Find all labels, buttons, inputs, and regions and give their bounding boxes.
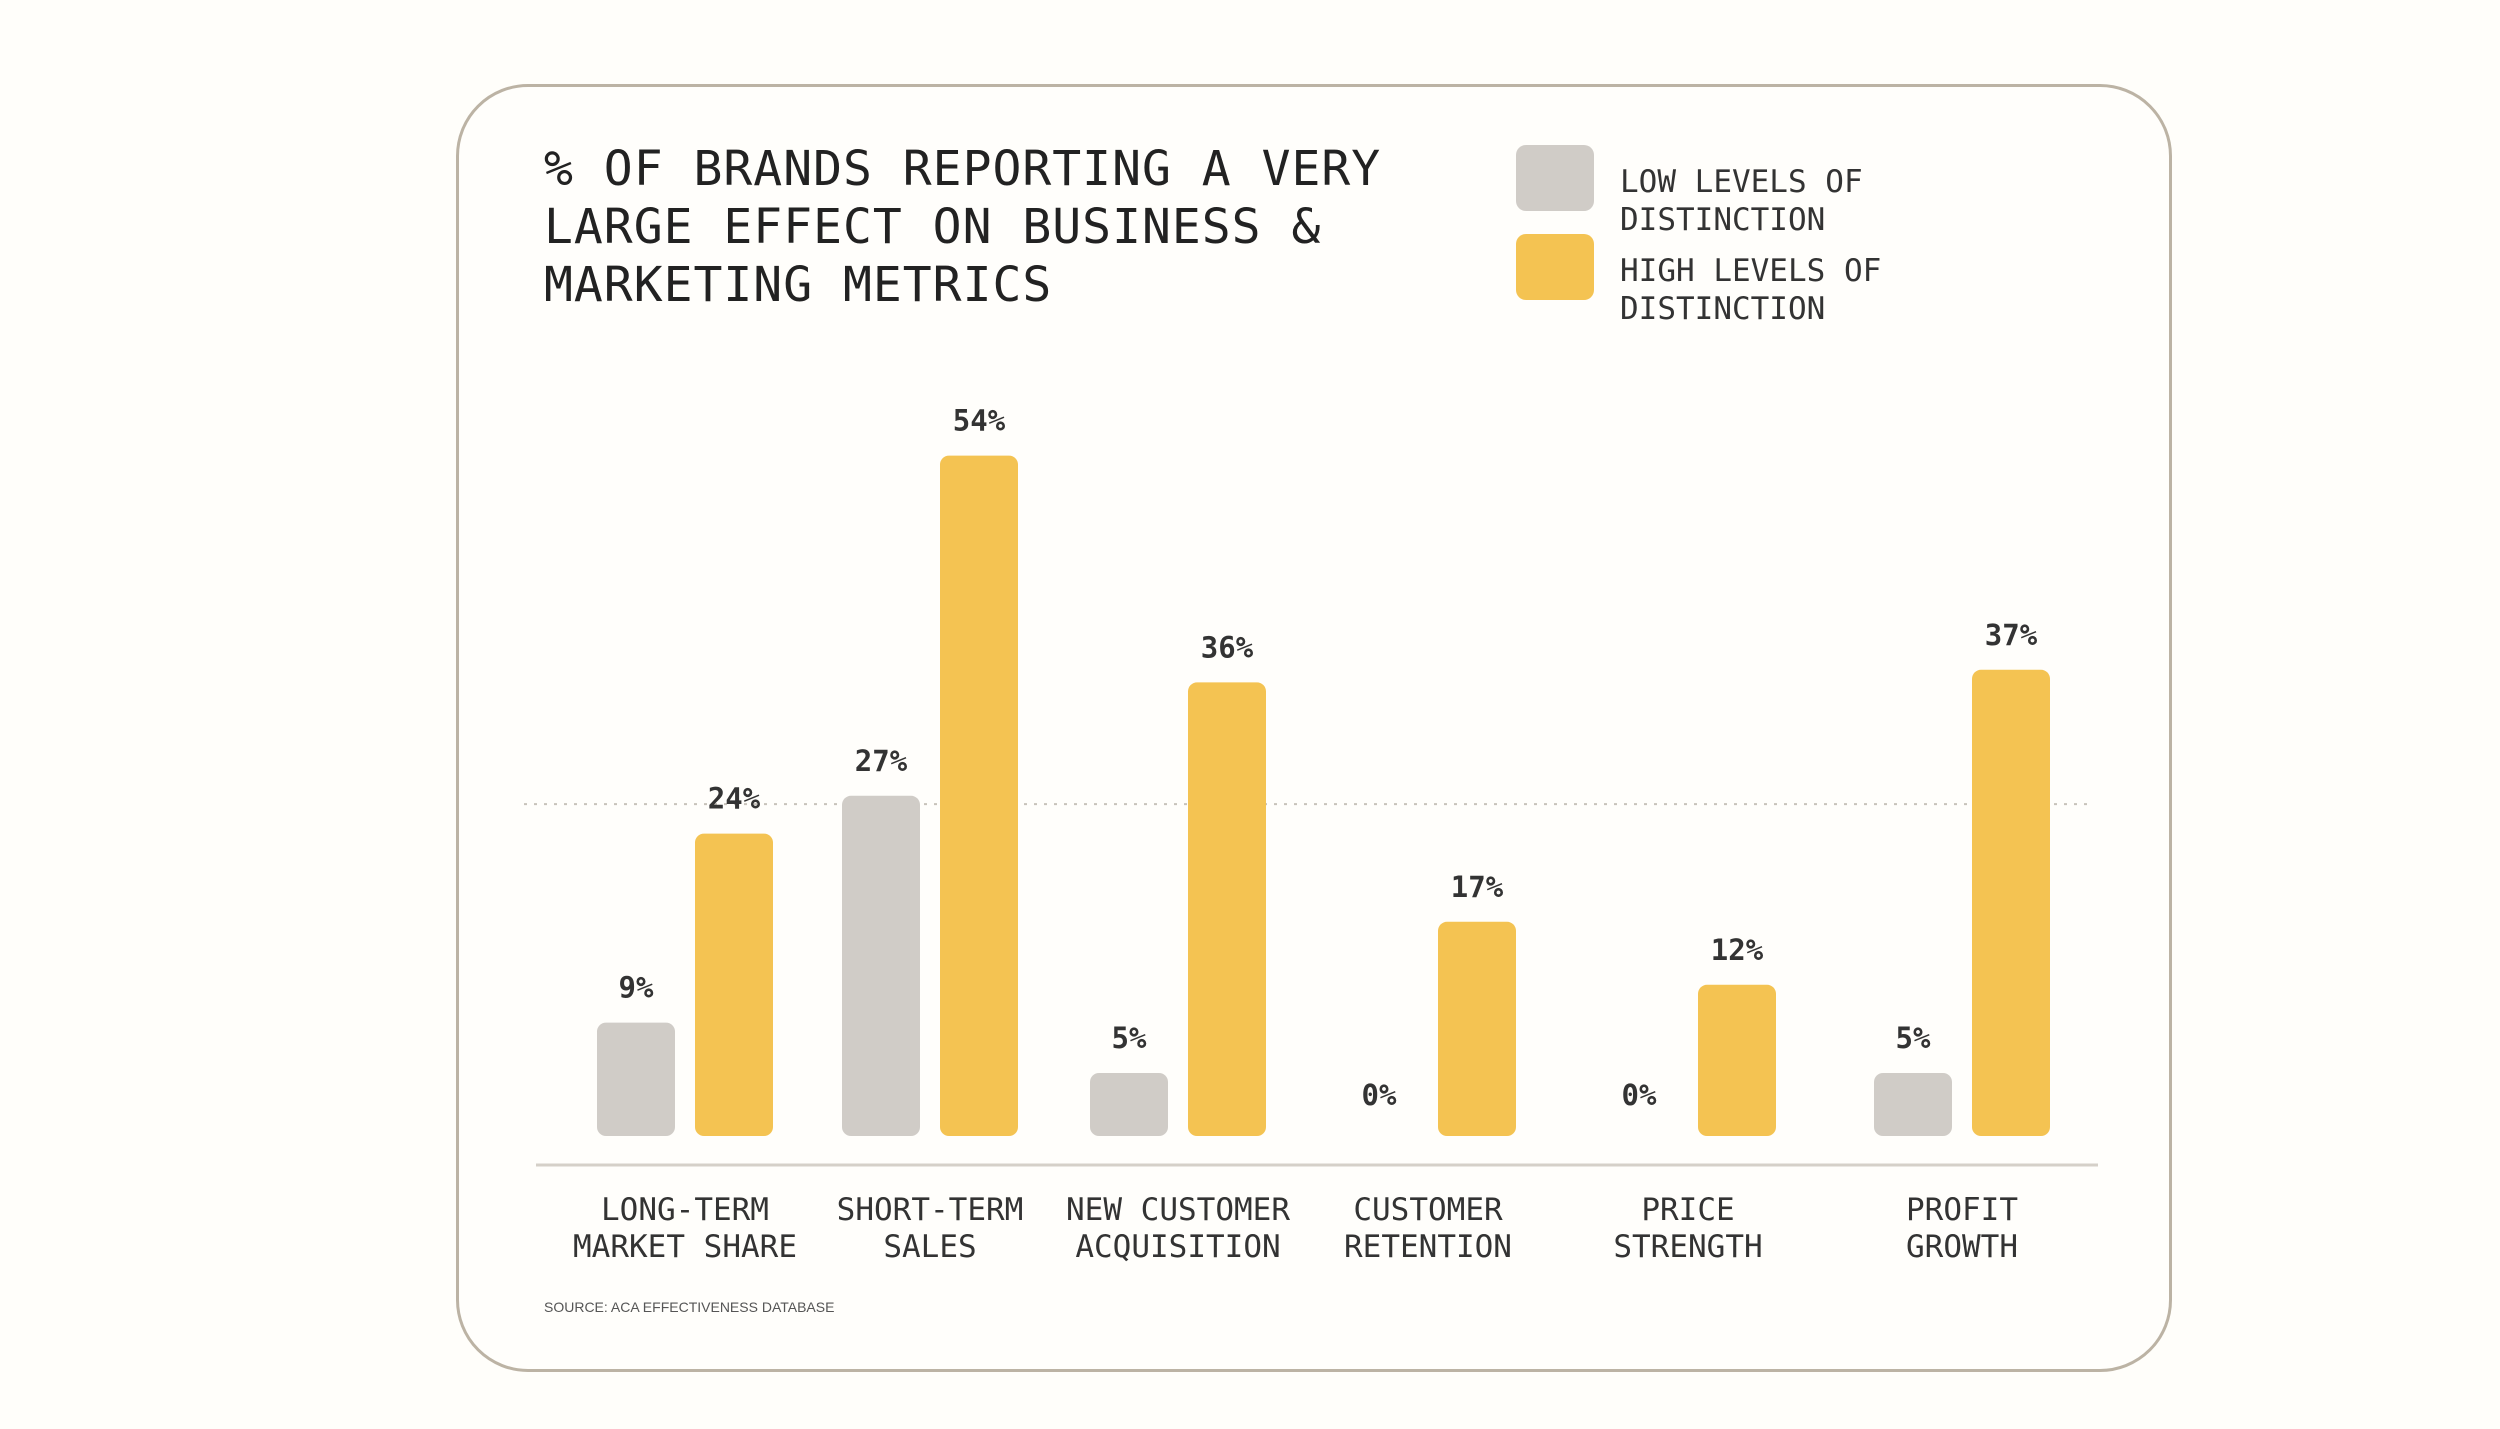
bar-label-high-5: 37% [1985, 618, 2038, 652]
source-note: SOURCE: ACA EFFECTIVENESS DATABASE [544, 1299, 834, 1315]
bar-label-high-2: 36% [1201, 630, 1254, 664]
bar-low-1 [842, 795, 920, 1136]
bar-label-low-4: 0% [1622, 1078, 1657, 1112]
bar-high-3 [1438, 921, 1516, 1136]
bar-label-high-1: 54% [953, 404, 1006, 438]
category-label-5-line-1: PROFIT [1906, 1192, 2018, 1228]
chart-title-line-1: % OF BRANDS REPORTING A VERY [544, 141, 1381, 197]
bar-label-low-3: 0% [1362, 1078, 1397, 1112]
category-label-5-line-2: GROWTH [1906, 1229, 2018, 1265]
category-label-3-line-1: CUSTOMER [1353, 1192, 1503, 1228]
category-label-2-line-2: ACQUISITION [1075, 1229, 1280, 1265]
category-label-0-line-1: LONG-TERM [601, 1192, 769, 1228]
legend-swatch-low [1516, 145, 1594, 211]
legend-label-high-line-2: DISTINCTION [1620, 291, 1825, 327]
chart-title-line-2: LARGE EFFECT ON BUSINESS & [544, 199, 1321, 255]
chart-card [456, 84, 2172, 1372]
bar-low-2 [1090, 1073, 1168, 1136]
bar-label-low-1: 27% [855, 744, 908, 778]
bar-high-0 [695, 833, 773, 1136]
bars-group: 9% 24% 27% 54% 5% 36% 0% 17% 0% 12% 5% 37% [597, 404, 2050, 1137]
bar-low-5 [1874, 1073, 1952, 1136]
bar-high-4 [1698, 984, 1776, 1136]
bar-label-high-4: 12% [1711, 933, 1764, 967]
category-label-1-line-2: SALES [883, 1229, 976, 1265]
category-label-1-line-1: SHORT-TERM [837, 1192, 1024, 1228]
bar-label-low-0: 9% [619, 971, 654, 1005]
bar-label-high-3: 17% [1451, 870, 1504, 904]
legend-label-low-line-2: DISTINCTION [1620, 202, 1825, 238]
legend: LOW LEVELS OF DISTINCTION HIGH LEVELS OF… [1516, 145, 1881, 327]
legend-label-low-line-1: LOW LEVELS OF [1620, 164, 1863, 200]
bar-high-1 [940, 455, 1018, 1137]
category-label-3-line-2: RETENTION [1344, 1229, 1512, 1265]
category-label-2-line-1: NEW CUSTOMER [1066, 1192, 1290, 1228]
bar-label-low-5: 5% [1896, 1021, 1931, 1055]
chart-title-line-3: MARKETING METRICS [544, 257, 1052, 313]
bar-low-0 [597, 1022, 675, 1136]
category-label-4-line-2: STRENGTH [1613, 1229, 1762, 1265]
legend-swatch-high [1516, 234, 1594, 300]
legend-label-high-line-1: HIGH LEVELS OF [1620, 253, 1881, 289]
bar-label-high-0: 24% [708, 782, 761, 816]
category-label-0-line-2: MARKET SHARE [573, 1229, 797, 1265]
bar-label-low-2: 5% [1112, 1021, 1147, 1055]
category-label-4-line-1: PRICE [1641, 1192, 1734, 1228]
bar-high-5 [1972, 669, 2050, 1136]
bar-high-2 [1188, 682, 1266, 1136]
